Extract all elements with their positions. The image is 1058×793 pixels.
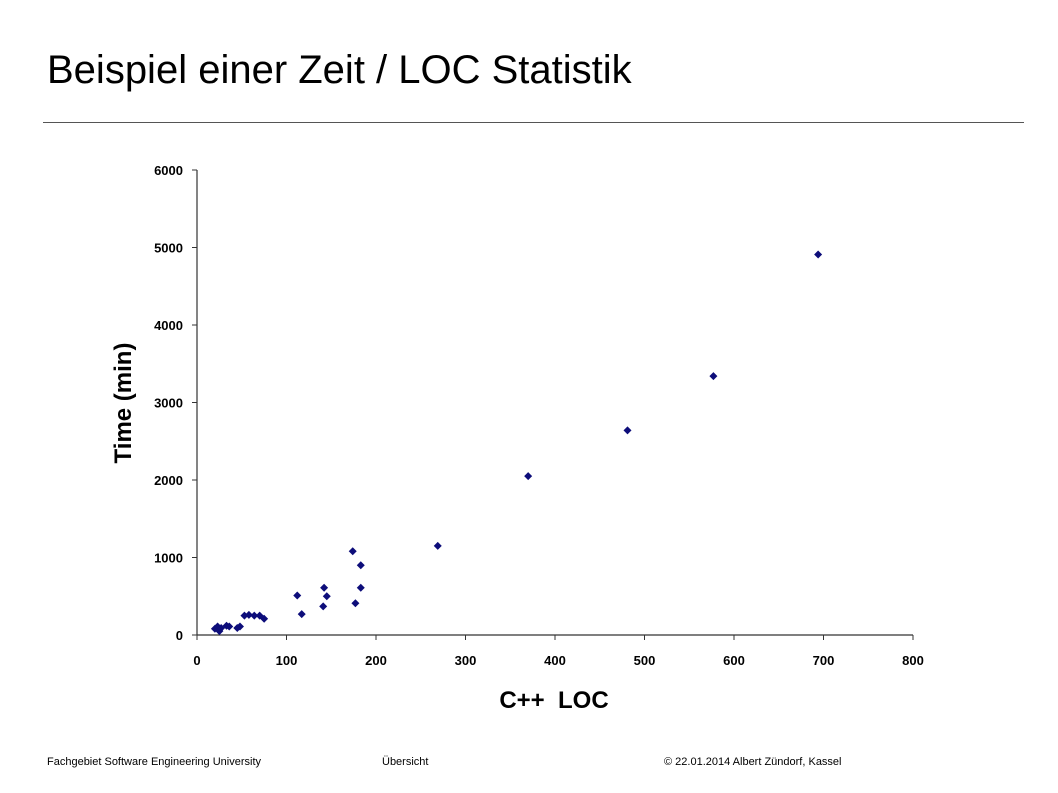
y-axis-label: Time (min) — [110, 343, 137, 464]
y-tick-label: 6000 — [154, 163, 183, 178]
x-tick-label: 400 — [544, 653, 566, 668]
data-point — [297, 610, 306, 619]
data-point — [235, 622, 244, 631]
y-tick-label: 1000 — [154, 551, 183, 566]
data-point — [250, 611, 259, 620]
x-tick-label: 0 — [193, 653, 200, 668]
data-point — [524, 472, 533, 481]
page-title: Beispiel einer Zeit / LOC Statistik — [47, 48, 632, 92]
data-point — [623, 426, 632, 435]
data-point — [322, 592, 331, 601]
footer-copyright: © 22.01.2014 Albert Zündorf, Kassel — [664, 756, 842, 768]
data-point — [260, 614, 269, 623]
data-point — [351, 599, 360, 608]
x-tick-label: 500 — [634, 653, 656, 668]
x-tick-label: 700 — [813, 653, 835, 668]
chart-axes — [196, 170, 913, 636]
data-point — [356, 561, 365, 570]
y-tick-label: 5000 — [154, 241, 183, 256]
data-point — [348, 547, 357, 556]
footer-section: Übersicht — [382, 756, 429, 768]
data-point — [814, 250, 823, 259]
data-point — [225, 622, 234, 631]
x-tick-label: 300 — [455, 653, 477, 668]
y-tick-label: 0 — [176, 628, 183, 643]
x-tick-label: 600 — [723, 653, 745, 668]
y-tick-label: 4000 — [154, 318, 183, 333]
footer-institution: Fachgebiet Software Engineering Universi… — [47, 756, 262, 768]
x-tick-label: 200 — [365, 653, 387, 668]
data-point — [244, 610, 253, 619]
data-point — [356, 583, 365, 592]
data-point — [320, 583, 329, 592]
title-divider — [43, 122, 1024, 123]
y-tick-label: 2000 — [154, 473, 183, 488]
data-point — [433, 541, 442, 550]
x-axis-label: C++ LOC — [499, 687, 608, 714]
data-point — [293, 591, 302, 600]
data-point — [319, 602, 328, 611]
x-tick-label: 800 — [902, 653, 924, 668]
y-tick-label: 3000 — [154, 396, 183, 411]
x-tick-label: 100 — [276, 653, 298, 668]
data-point — [709, 372, 718, 381]
